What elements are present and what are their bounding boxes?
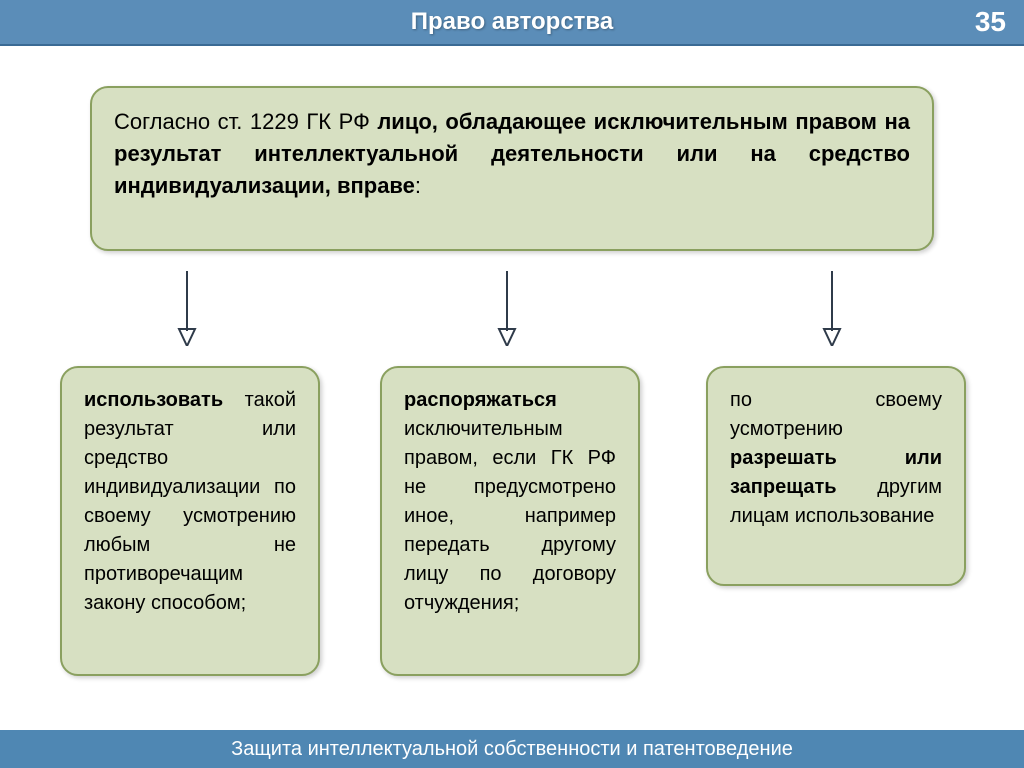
child-box-1: использовать такой результат или средств… — [60, 366, 320, 676]
child-segment: исключительным правом, если ГК РФ не пре… — [404, 418, 616, 614]
child-box-2: распоряжаться исключительным правом, есл… — [380, 366, 640, 676]
arrow-1 — [175, 271, 199, 346]
child-box-3: по своему усмотрению разрешать или запре… — [706, 366, 966, 586]
header-bar: Право авторства 35 — [0, 0, 1024, 46]
main-suffix: : — [415, 173, 421, 198]
footer-bar: Защита интеллектуальной собственности и … — [0, 730, 1024, 768]
content-area: Согласно ст. 1229 ГК РФ лицо, обладающее… — [0, 46, 1024, 730]
main-prefix: Согласно ст. 1229 ГК РФ — [114, 109, 377, 134]
main-statement-box: Согласно ст. 1229 ГК РФ лицо, обладающее… — [90, 86, 934, 251]
child-segment: распоряжаться — [404, 389, 557, 411]
page-number: 35 — [975, 6, 1006, 38]
child-segment: по своему усмотрению — [730, 389, 942, 440]
footer-text: Защита интеллектуальной собственности и … — [231, 738, 793, 761]
child-segment: использовать — [84, 389, 223, 411]
child-segment: такой результат или средство индивидуали… — [84, 389, 296, 614]
arrow-2 — [495, 271, 519, 346]
arrow-3 — [820, 271, 844, 346]
page-title: Право авторства — [411, 8, 613, 36]
